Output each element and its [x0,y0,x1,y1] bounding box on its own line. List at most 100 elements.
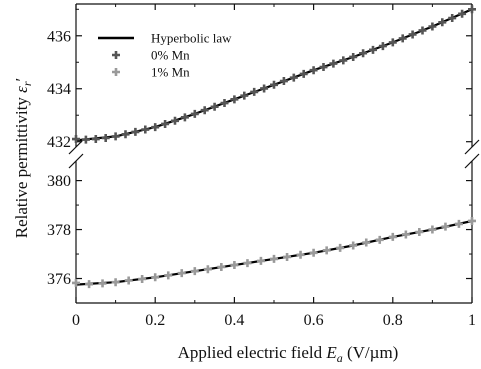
right-break-mark-lower [464,153,480,169]
hyperbolic-law-line [75,8,473,142]
mn-1-point [230,261,239,270]
y-tick-label-lower: 378 [47,222,71,239]
legend-marker-swatch [112,68,120,76]
mn-1-point [98,279,107,288]
mn-1-point [441,222,450,231]
mn-1-point [401,230,410,239]
legend-marker-swatch [112,51,120,59]
mn-0-point [289,73,298,82]
mn-1-point [164,271,173,280]
x-tick-label: 0 [72,312,80,329]
mn-1-point [217,263,226,272]
mn-0-point [250,87,259,96]
y-axis-label: Relative permittivity εr′ [12,78,34,239]
mn-1-point [428,225,437,234]
mn-0-point [309,66,318,75]
mn-0-point [81,135,90,144]
mn-1-point [454,219,463,228]
hyperbolic-law-line [75,219,473,286]
y-tick-label-upper: 436 [47,28,71,45]
mn-0-point [91,135,100,144]
y-tick-label-lower: 376 [47,271,71,288]
mn-1-point [415,228,424,236]
mn-0-point [180,113,189,122]
mn-0-point [468,5,476,14]
mn-1-point [270,254,278,263]
x-axis-label: Applied electric field Ea (V/µm) [178,343,399,365]
y-axis-label-prime: ′ [12,78,31,82]
mn-0-point [200,106,209,115]
left-break-mark-upper [68,139,84,155]
x-tick-label: 0.2 [145,312,165,329]
mn-0-point [418,26,427,35]
mn-0-point [151,123,160,132]
x-axis-label-symbol: E [325,343,337,362]
mn-1-point [111,278,120,287]
x-tick-label: 0.4 [224,312,244,329]
mn-1-point [243,259,252,268]
mn-0-point [319,63,328,72]
mn-1-point [256,256,265,265]
legend-label: Hyperbolic law [151,31,232,46]
mn-1-point [296,250,305,259]
mn-0-point [359,49,368,58]
x-tick-label: 0.6 [304,312,324,329]
mn-1-point [190,267,199,276]
x-tick-label: 1 [468,312,476,329]
mn-0-point [72,135,80,144]
mn-0-point [458,9,467,18]
mn-0-point [210,102,219,111]
mn-0-point [369,45,377,54]
mn-0-point [230,95,239,104]
mn-0-point [339,56,348,65]
mn-0-point [260,84,269,93]
mn-0-point [448,14,457,23]
mn-0-point [398,34,407,43]
axis-labels: Applied electric field Ea (V/µm) Relativ… [12,78,398,365]
mn-1-point [72,278,80,287]
mn-1-point [375,235,384,244]
mn-0-point [141,125,150,134]
mn-0-point [131,127,140,136]
y-tick-label-upper: 432 [47,134,71,151]
mn-1-point [85,280,94,289]
mn-1-point [151,273,160,282]
mn-1-point [322,246,331,255]
legend: Hyperbolic law 0% Mn 1% Mn [98,31,232,80]
mn-0-point [190,109,199,118]
mn-1-point [309,248,318,257]
mn-0-point [240,91,249,100]
mn-0-point [270,80,278,89]
legend-label: 0% Mn [151,48,190,63]
mn-0-point [378,42,387,51]
mn-1-point [362,238,371,247]
mn-1-point [124,276,133,285]
mn-1-point [283,252,292,261]
mn-0-point [111,132,120,141]
mn-0-point [121,130,130,139]
mn-1-point [468,216,476,225]
x-axis-label-text: Applied electric field [178,343,323,362]
mn-1-point [138,275,147,284]
mn-0-point [388,38,397,47]
mn-0-point [101,133,110,142]
y-axis-label-text: Relative permittivity [12,97,31,239]
left-break-mark-lower [68,153,84,169]
y-axis-label-subscript: r [20,81,34,86]
mn-0-point [161,119,170,128]
mn-1-point [177,269,186,278]
mn-0-point [408,30,417,39]
mn-1-point [336,243,345,252]
mn-0-point [349,52,358,61]
y-tick-label-upper: 434 [47,81,71,98]
mn-1-point [349,241,358,250]
mn-1-point [388,232,397,241]
mn-0-point [438,18,447,27]
mn-0-point [220,99,229,108]
mn-0-point [299,69,308,78]
y-axis-label-symbol: ε [12,86,31,93]
right-break-mark-upper [464,139,480,155]
mn-0-point [279,77,288,86]
mn-1-point [203,265,212,274]
